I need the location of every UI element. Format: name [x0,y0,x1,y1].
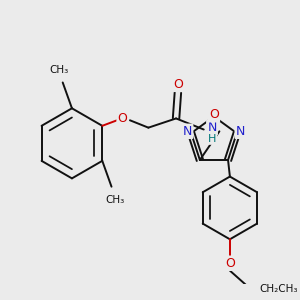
Text: O: O [225,257,235,270]
Text: N: N [183,125,192,138]
Text: N: N [236,125,245,138]
Text: N: N [207,121,217,134]
Text: H: H [208,134,216,144]
Text: O: O [118,112,128,125]
Text: CH₃: CH₃ [50,64,69,75]
Text: CH₃: CH₃ [106,195,125,205]
Text: CH₂CH₃: CH₂CH₃ [260,284,298,294]
Text: O: O [209,108,219,121]
Text: O: O [173,78,183,91]
